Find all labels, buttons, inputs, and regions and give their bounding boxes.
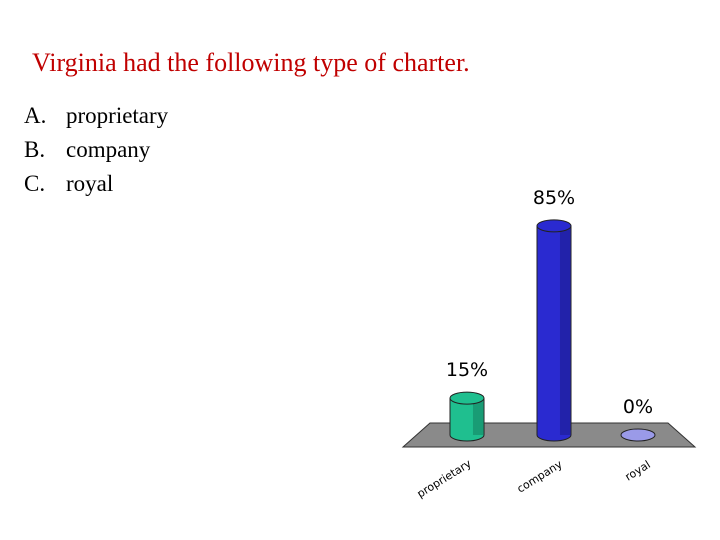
bar-proprietary xyxy=(449,397,485,442)
bar-company xyxy=(536,225,572,442)
question-title: Virginia had the following type of chart… xyxy=(32,48,470,77)
value-label-royal: 0% xyxy=(623,396,653,418)
answer-letter: C. xyxy=(24,171,46,196)
answer-option-c[interactable]: C. royal xyxy=(24,167,168,201)
bar-top-company xyxy=(536,219,572,233)
bar-shade-company xyxy=(559,225,571,435)
answer-text: proprietary xyxy=(66,103,169,128)
answer-letter: A. xyxy=(24,103,47,128)
category-label-proprietary: proprietary xyxy=(415,457,474,501)
answer-text: royal xyxy=(66,171,114,196)
value-label-proprietary: 15% xyxy=(446,359,488,381)
answer-text: company xyxy=(66,137,151,162)
bar-shade-proprietary xyxy=(472,398,484,435)
bars-group xyxy=(449,219,656,442)
bar-top-proprietary xyxy=(449,391,485,405)
value-label-company: 85% xyxy=(533,187,575,209)
answer-option-a[interactable]: A. proprietary xyxy=(24,99,168,133)
answer-option-b[interactable]: B. company xyxy=(24,133,168,167)
bar-top-royal xyxy=(620,428,656,442)
answer-letter: B. xyxy=(24,137,46,162)
category-label-company: company xyxy=(515,457,565,495)
answer-list: A. proprietary B. company C. royal xyxy=(24,99,168,201)
category-label-royal: royal xyxy=(623,458,653,484)
